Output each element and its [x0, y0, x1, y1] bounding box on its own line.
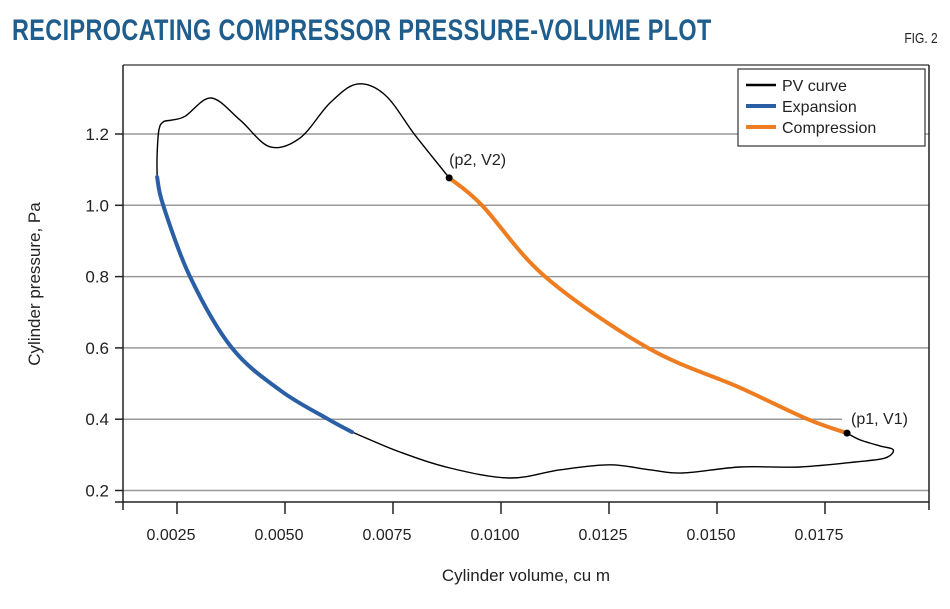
y-tick-label: 0.4	[85, 410, 109, 429]
legend-label: Compression	[782, 120, 876, 137]
y-axis-label: Cylinder pressure, Pa	[25, 202, 44, 366]
x-tick-label: 0.0025	[147, 527, 196, 544]
legend-label: PV curve	[782, 78, 847, 95]
compression-line	[447, 175, 849, 436]
figure-label: FIG. 2	[904, 30, 938, 47]
y-tick-label: 0.2	[85, 482, 109, 501]
annotation-point	[445, 174, 453, 182]
x-tick-label: 0.0100	[471, 527, 520, 544]
annotation-label: (p1, V1)	[851, 411, 908, 428]
pv-curve-line	[351, 431, 895, 479]
annotation-point	[843, 429, 851, 437]
x-tick-label: 0.0150	[687, 527, 736, 544]
y-tick-label: 0.8	[85, 268, 109, 287]
x-axis-label: Cylinder volume, cu m	[442, 566, 610, 585]
x-tick-label: 0.0050	[255, 527, 304, 544]
y-tick-label: 0.6	[85, 339, 109, 358]
x-tick-label: 0.0075	[363, 527, 412, 544]
y-tick-label: 1.2	[85, 125, 109, 144]
x-tick-label: 0.0175	[795, 527, 844, 544]
chart-title: RECIPROCATING COMPRESSOR PRESSURE-VOLUME…	[12, 14, 712, 47]
y-tick-label: 1.0	[85, 196, 109, 215]
expansion-line	[155, 175, 354, 434]
x-tick-label: 0.0125	[579, 527, 628, 544]
annotation-label: (p2, V2)	[449, 152, 506, 169]
pv-curve-line	[156, 83, 450, 179]
legend-label: Expansion	[782, 99, 857, 116]
